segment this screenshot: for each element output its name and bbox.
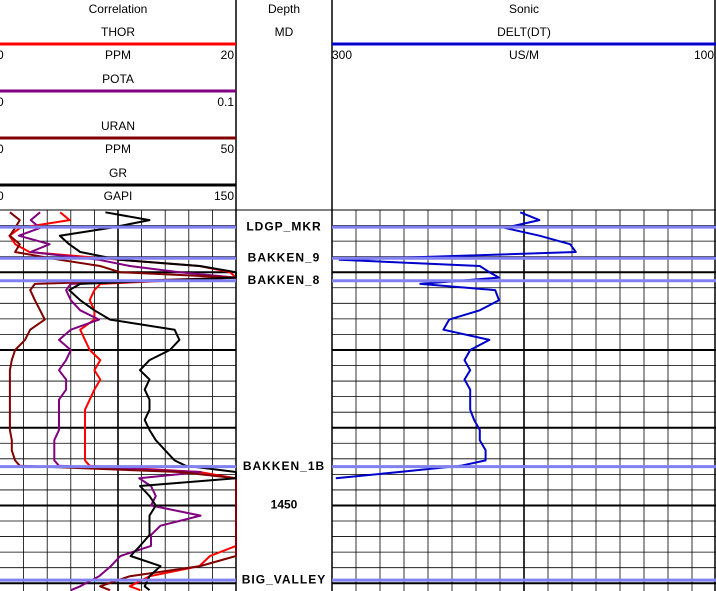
formation-top-label: BAKKEN_1B (243, 459, 325, 473)
curve-unit: US/M (509, 48, 539, 62)
track-title: Sonic (509, 2, 539, 16)
formation-top-label: LDGP_MKR (246, 219, 321, 233)
scale-left: 0 (0, 48, 4, 62)
scale-left: 0 (0, 95, 4, 109)
depth-unit: MD (275, 25, 294, 39)
curve-unit: PPM (105, 142, 131, 156)
curve-name: DELT(DT) (497, 25, 551, 39)
curve-name: POTA (102, 72, 134, 86)
curve-name: URAN (101, 119, 135, 133)
curve-name: GR (109, 166, 127, 180)
scale-left: 300 (332, 48, 352, 62)
formation-top-label: BIG_VALLEY (242, 572, 326, 586)
scale-right: 50 (221, 142, 235, 156)
track-title: Correlation (89, 2, 148, 16)
depth-title: Depth (268, 2, 300, 16)
scale-left: 0 (0, 142, 4, 156)
scale-right: 150 (214, 189, 234, 203)
curve-name: THOR (101, 25, 135, 39)
log-curve (8, 211, 237, 591)
curve-unit: PPM (105, 48, 131, 62)
log-curve (17, 211, 237, 591)
scale-left: 0 (0, 189, 4, 203)
scale-right: 0.1 (217, 95, 234, 109)
scale-right: 100 (694, 48, 714, 62)
curve-unit: GAPI (104, 189, 133, 203)
scale-right: 20 (221, 48, 235, 62)
formation-top-label: BAKKEN_8 (248, 273, 321, 287)
log-curve (335, 211, 577, 480)
depth-label: 1450 (271, 498, 298, 512)
formation-top-label: BAKKEN_9 (248, 250, 321, 264)
log-curve (58, 211, 237, 591)
